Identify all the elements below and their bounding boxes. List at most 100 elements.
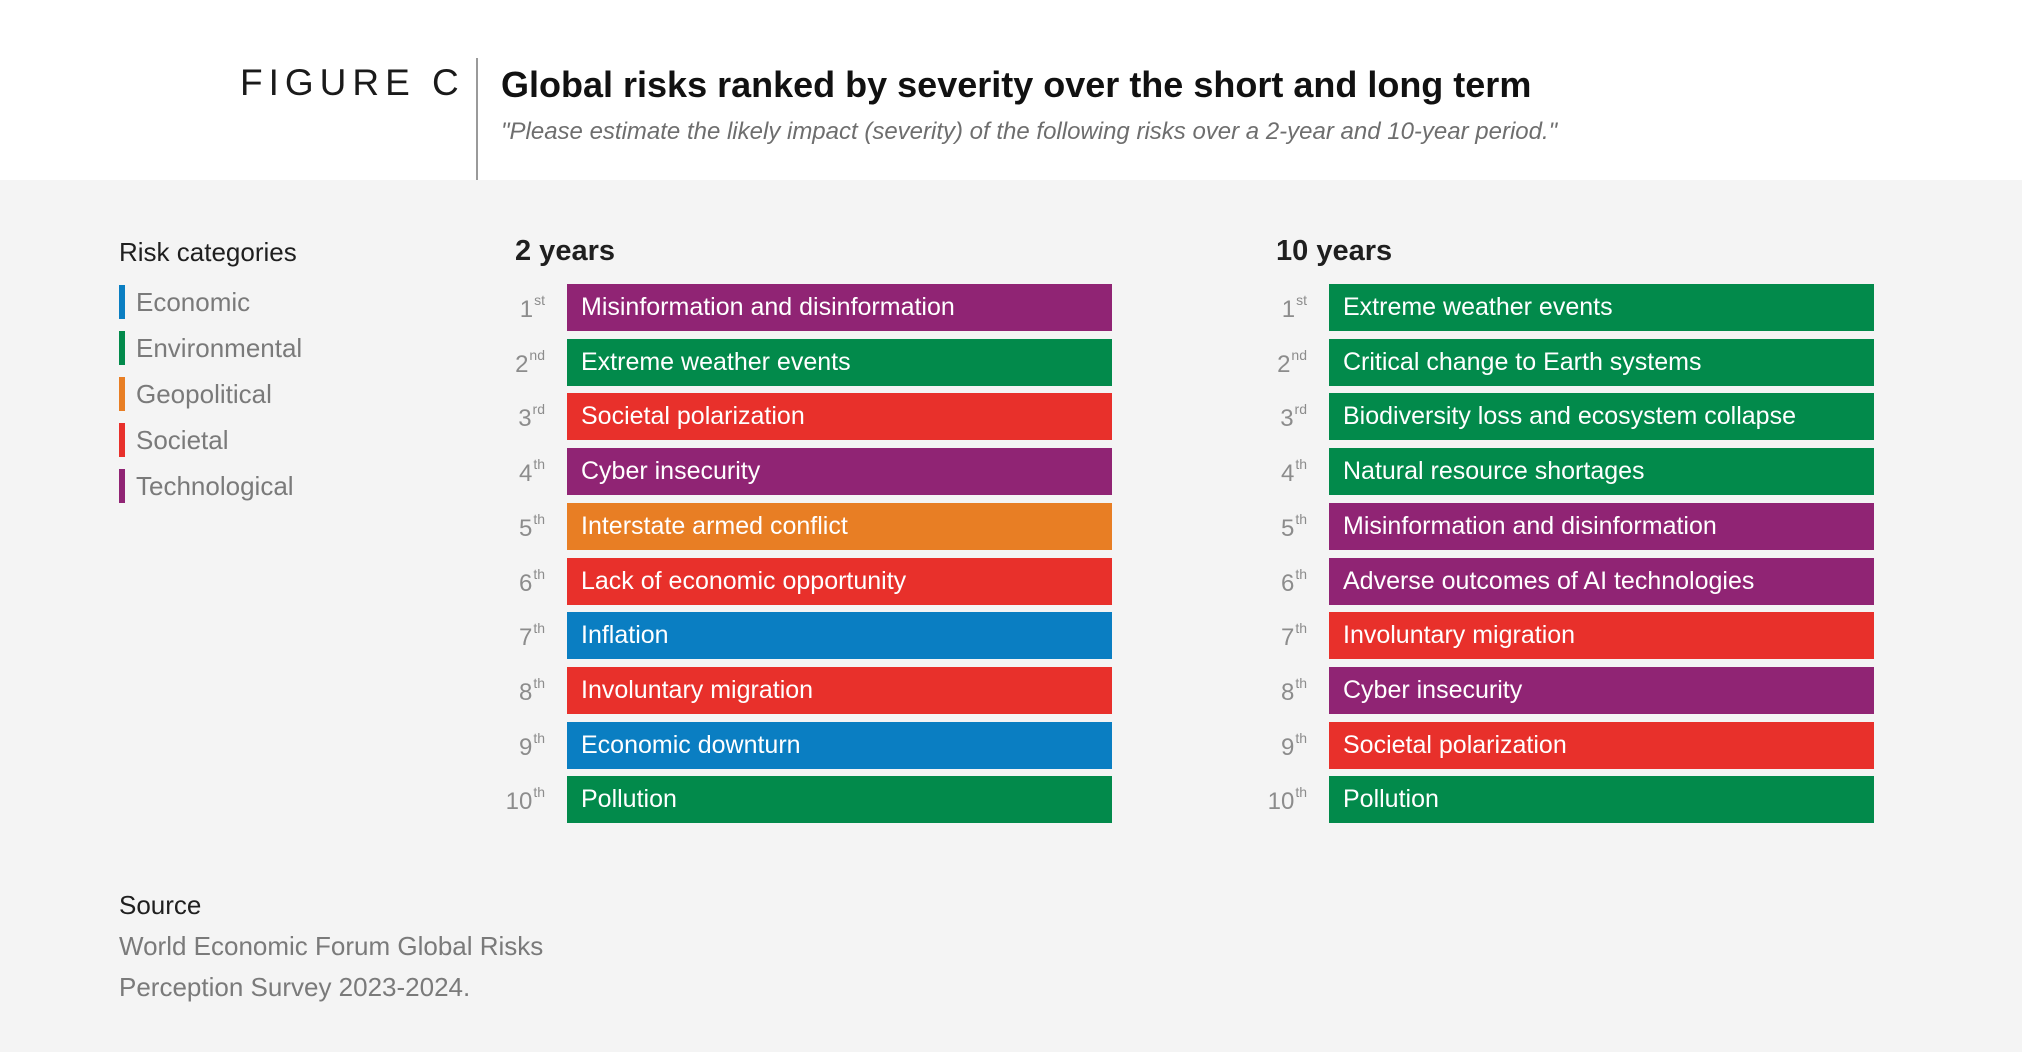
- rank-suffix: th: [533, 510, 545, 527]
- legend-label: Technological: [136, 471, 294, 501]
- legend-label: Economic: [136, 287, 251, 317]
- legend-swatch: [119, 331, 125, 365]
- risk-label: Cyber insecurity: [581, 457, 761, 486]
- chart-title: Global risks ranked by severity over the…: [501, 64, 1532, 105]
- risk-bar: Economic downturn: [567, 721, 1112, 769]
- rank-label: 1st: [487, 292, 545, 324]
- rank-label: 6th: [1249, 566, 1307, 598]
- risk-label: Lack of economic opportunity: [581, 566, 907, 595]
- risk-bar: Pollution: [1329, 776, 1874, 824]
- rank-number: 2: [515, 350, 529, 378]
- column-title: 2 years: [515, 235, 615, 267]
- rank-suffix: th: [1295, 510, 1307, 527]
- legend-label: Societal: [136, 425, 229, 455]
- rank-number: 5: [518, 514, 533, 542]
- rank-suffix: th: [1295, 729, 1307, 746]
- risk-bar: Cyber insecurity: [1329, 666, 1874, 714]
- risk-bar: Adverse outcomes of AI technologies: [1329, 557, 1874, 605]
- rank-label: 8th: [487, 675, 545, 707]
- rank-label: 5th: [487, 511, 545, 543]
- risk-bar: Extreme weather events: [1329, 284, 1874, 331]
- risk-bar: Involuntary migration: [1329, 612, 1874, 660]
- legend-swatch: [119, 469, 125, 503]
- risk-label: Pollution: [1343, 785, 1439, 814]
- rank-suffix: th: [1295, 784, 1307, 801]
- rank-suffix: rd: [532, 401, 545, 418]
- rank-label: 2nd: [487, 347, 545, 379]
- risk-bar: Interstate armed conflict: [567, 502, 1112, 550]
- risk-bar: Misinformation and disinformation: [567, 284, 1112, 331]
- risk-label: Economic downturn: [581, 730, 801, 759]
- rank-label: 3rd: [1249, 401, 1307, 433]
- rank-number: 1: [1281, 296, 1296, 323]
- risk-label: Inflation: [581, 621, 669, 650]
- risk-bar: Societal polarization: [1329, 721, 1874, 769]
- rank-number: 9: [1280, 733, 1295, 761]
- risk-bar: Cyber insecurity: [567, 448, 1112, 496]
- figure-header: FIGURE C Global risks ranked by severity…: [0, 0, 2022, 180]
- rank-suffix: th: [533, 456, 545, 473]
- rank-number: 9: [518, 733, 533, 761]
- rank-number: 3: [1280, 405, 1294, 433]
- risk-bar: Natural resource shortages: [1329, 448, 1874, 496]
- risk-label: Societal polarization: [581, 402, 805, 431]
- risk-bar: Involuntary migration: [567, 666, 1112, 714]
- risk-bar: Lack of economic opportunity: [567, 557, 1112, 605]
- risk-label: Biodiversity loss and ecosystem collapse: [1343, 402, 1796, 431]
- rank-number: 10: [505, 788, 533, 816]
- risk-label: Misinformation and disinformation: [581, 293, 955, 321]
- rank-number: 1: [519, 296, 534, 323]
- rank-label: 1st: [1249, 292, 1307, 324]
- rank-suffix: st: [534, 292, 545, 308]
- rank-label: 6th: [487, 566, 545, 598]
- risk-label: Extreme weather events: [581, 347, 851, 376]
- rank-number: 7: [518, 624, 533, 652]
- legend-label: Environmental: [136, 333, 303, 363]
- rank-suffix: rd: [1294, 401, 1307, 418]
- rank-suffix: nd: [529, 346, 545, 363]
- rank-suffix: th: [1295, 674, 1307, 691]
- rank-label: 4th: [1249, 456, 1307, 488]
- rank-suffix: th: [533, 620, 545, 637]
- risk-bar: Extreme weather events: [567, 338, 1112, 386]
- rank-number: 7: [1280, 624, 1295, 652]
- rank-label: 2nd: [1249, 347, 1307, 379]
- risk-bar: Misinformation and disinformation: [1329, 502, 1874, 550]
- legend-label: Geopolitical: [136, 379, 272, 409]
- rank-number: 6: [1280, 569, 1295, 597]
- risk-label: Extreme weather events: [1343, 293, 1613, 321]
- rank-label: 10th: [1249, 784, 1307, 816]
- risk-label: Misinformation and disinformation: [1343, 511, 1717, 540]
- risk-bar: Biodiversity loss and ecosystem collapse: [1329, 393, 1874, 441]
- rank-number: 8: [518, 678, 533, 706]
- rank-number: 10: [1267, 788, 1295, 816]
- risk-label: Critical change to Earth systems: [1343, 347, 1702, 376]
- rank-suffix: th: [1295, 456, 1307, 473]
- column-title: 10 years: [1276, 235, 1393, 267]
- rank-number: 2: [1277, 350, 1291, 378]
- legend-swatch: [119, 377, 125, 411]
- risk-label: Involuntary migration: [581, 675, 814, 704]
- rank-label: 9th: [487, 730, 545, 762]
- rank-suffix: th: [1295, 565, 1307, 582]
- rank-label: 3rd: [487, 401, 545, 433]
- figure-label: FIGURE C: [240, 62, 465, 103]
- rank-label: 10th: [487, 784, 545, 816]
- rank-number: 6: [518, 569, 533, 597]
- rank-number: 8: [1280, 678, 1295, 706]
- rank-number: 3: [518, 405, 532, 433]
- rank-suffix: th: [533, 729, 545, 746]
- rank-suffix: th: [533, 784, 545, 801]
- rank-number: 4: [1280, 460, 1295, 488]
- risk-bar: Inflation: [567, 612, 1112, 660]
- source-text: World Economic Forum Global Risks Percep…: [119, 931, 544, 1002]
- legend-swatch: [119, 285, 125, 319]
- rank-suffix: th: [1295, 620, 1307, 637]
- rank-number: 5: [1280, 514, 1295, 542]
- rank-suffix: th: [533, 674, 545, 691]
- rank-suffix: nd: [1291, 346, 1307, 363]
- rank-suffix: st: [1296, 292, 1307, 308]
- chart-subtitle: "Please estimate the likely impact (seve…: [501, 118, 1558, 145]
- rank-label: 8th: [1249, 675, 1307, 707]
- rank-label: 7th: [1249, 620, 1307, 652]
